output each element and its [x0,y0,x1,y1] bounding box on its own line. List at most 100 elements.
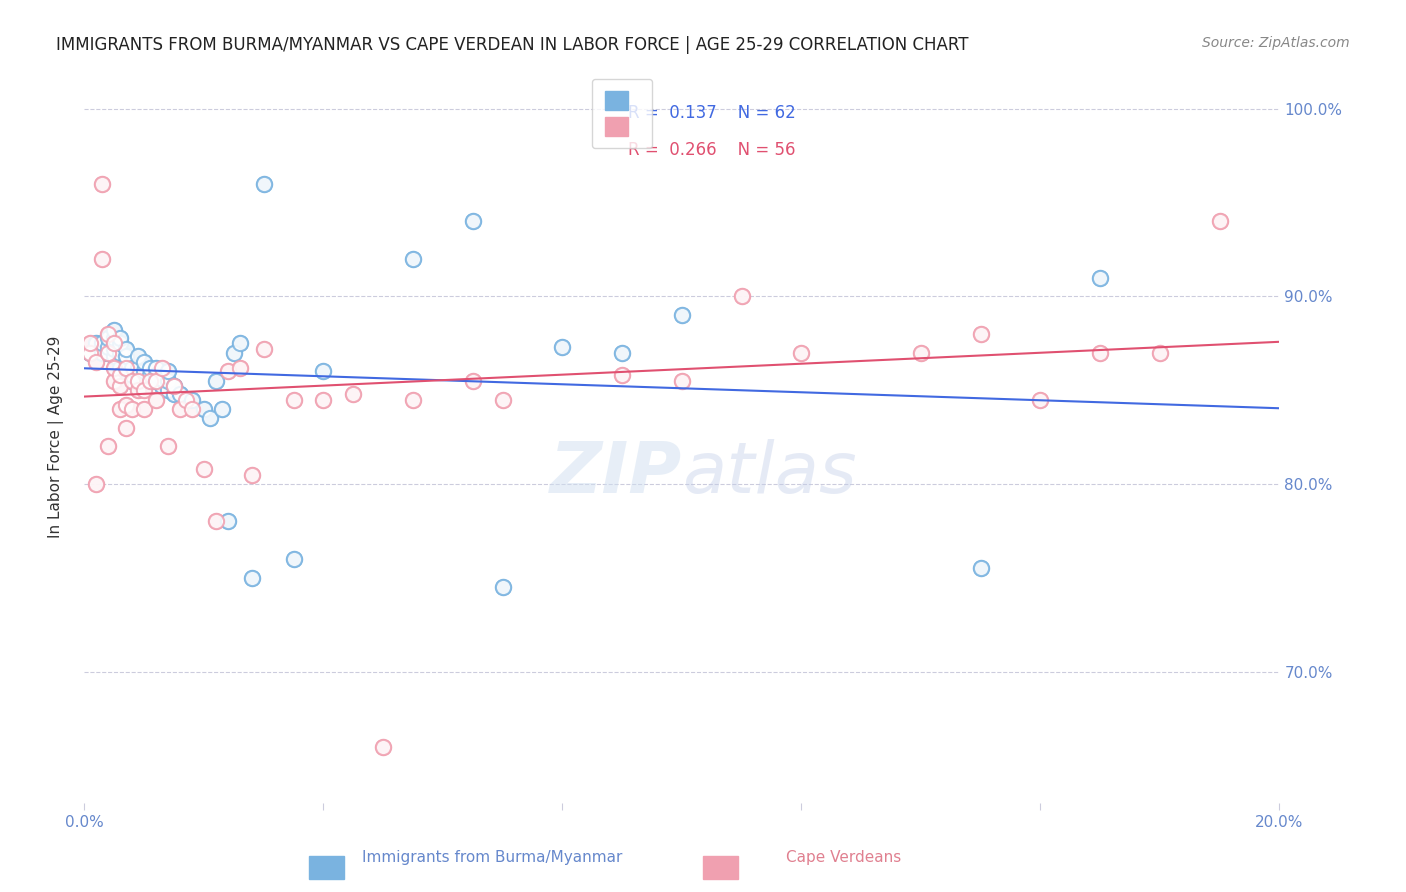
Point [127,360,149,375]
Point [145,368,167,383]
Point [610,345,633,359]
Point [103,342,125,356]
Point [115,420,138,434]
Legend: , : , [592,79,652,148]
Point [217,515,239,529]
Point [103,336,125,351]
Text: atlas: atlas [682,439,856,508]
Point [115,360,138,375]
Y-axis label: In Labor Force | Age 25-29: In Labor Force | Age 25-29 [48,336,63,538]
Point [110,331,132,345]
Point [110,360,132,375]
Point [97,326,120,341]
Point [115,420,138,434]
Point [193,401,215,416]
Point [169,387,191,401]
Point [157,440,180,454]
Point [103,342,125,356]
Point [86,336,108,351]
Point [127,383,149,397]
Point [103,336,125,351]
Point [110,401,132,416]
Point [163,387,186,401]
Point [157,383,180,397]
Point [132,401,156,416]
Point [222,345,245,359]
Point [402,252,425,266]
Point [283,552,305,566]
Point [91,336,114,351]
Point [193,462,215,476]
Point [371,739,394,754]
Point [790,345,813,359]
Point [253,177,276,191]
Point [205,515,228,529]
Point [551,340,574,354]
Point [150,379,173,393]
Point [163,379,186,393]
Point [610,368,633,383]
Point [132,383,156,397]
Point [97,331,120,345]
Point [91,252,114,266]
Point [139,374,162,388]
Point [150,379,173,393]
Point [91,177,114,191]
Point [150,360,173,375]
Point [157,440,180,454]
Point [461,214,484,228]
Point [132,364,156,378]
Point [127,368,149,383]
Point [103,360,125,375]
Point [312,364,335,378]
Point [970,561,993,575]
Point [127,368,149,383]
Point [115,342,138,356]
Point [205,374,228,388]
Point [127,374,149,388]
Point [145,392,167,407]
Point [217,364,239,378]
Point [110,336,132,351]
Point [97,440,120,454]
Point [79,345,101,359]
Point [115,342,138,356]
Point [132,374,156,388]
Text: Source: ZipAtlas.com: Source: ZipAtlas.com [1202,36,1350,50]
Point [110,345,132,359]
Point [163,387,186,401]
Point [97,440,120,454]
Point [970,561,993,575]
Point [91,345,114,359]
Point [127,360,149,375]
Point [145,374,167,388]
Point [97,326,120,341]
Point [121,374,143,388]
Point [132,355,156,369]
Point [790,345,813,359]
Point [169,387,191,401]
Point [103,350,125,364]
Point [110,401,132,416]
Point [91,345,114,359]
Point [91,177,114,191]
Point [671,374,693,388]
Point [97,345,120,359]
Point [193,462,215,476]
Point [312,392,335,407]
Text: R =  0.137    N = 62: R = 0.137 N = 62 [628,104,796,122]
Point [283,392,305,407]
Point [205,374,228,388]
Point [180,392,204,407]
Point [91,336,114,351]
Point [97,345,120,359]
Point [86,477,108,491]
Point [1149,345,1171,359]
Point [1208,214,1232,228]
Point [180,401,204,416]
Point [97,345,120,359]
Point [222,345,245,359]
Point [157,374,180,388]
Text: R =  0.266    N = 56: R = 0.266 N = 56 [628,141,796,159]
Point [86,477,108,491]
